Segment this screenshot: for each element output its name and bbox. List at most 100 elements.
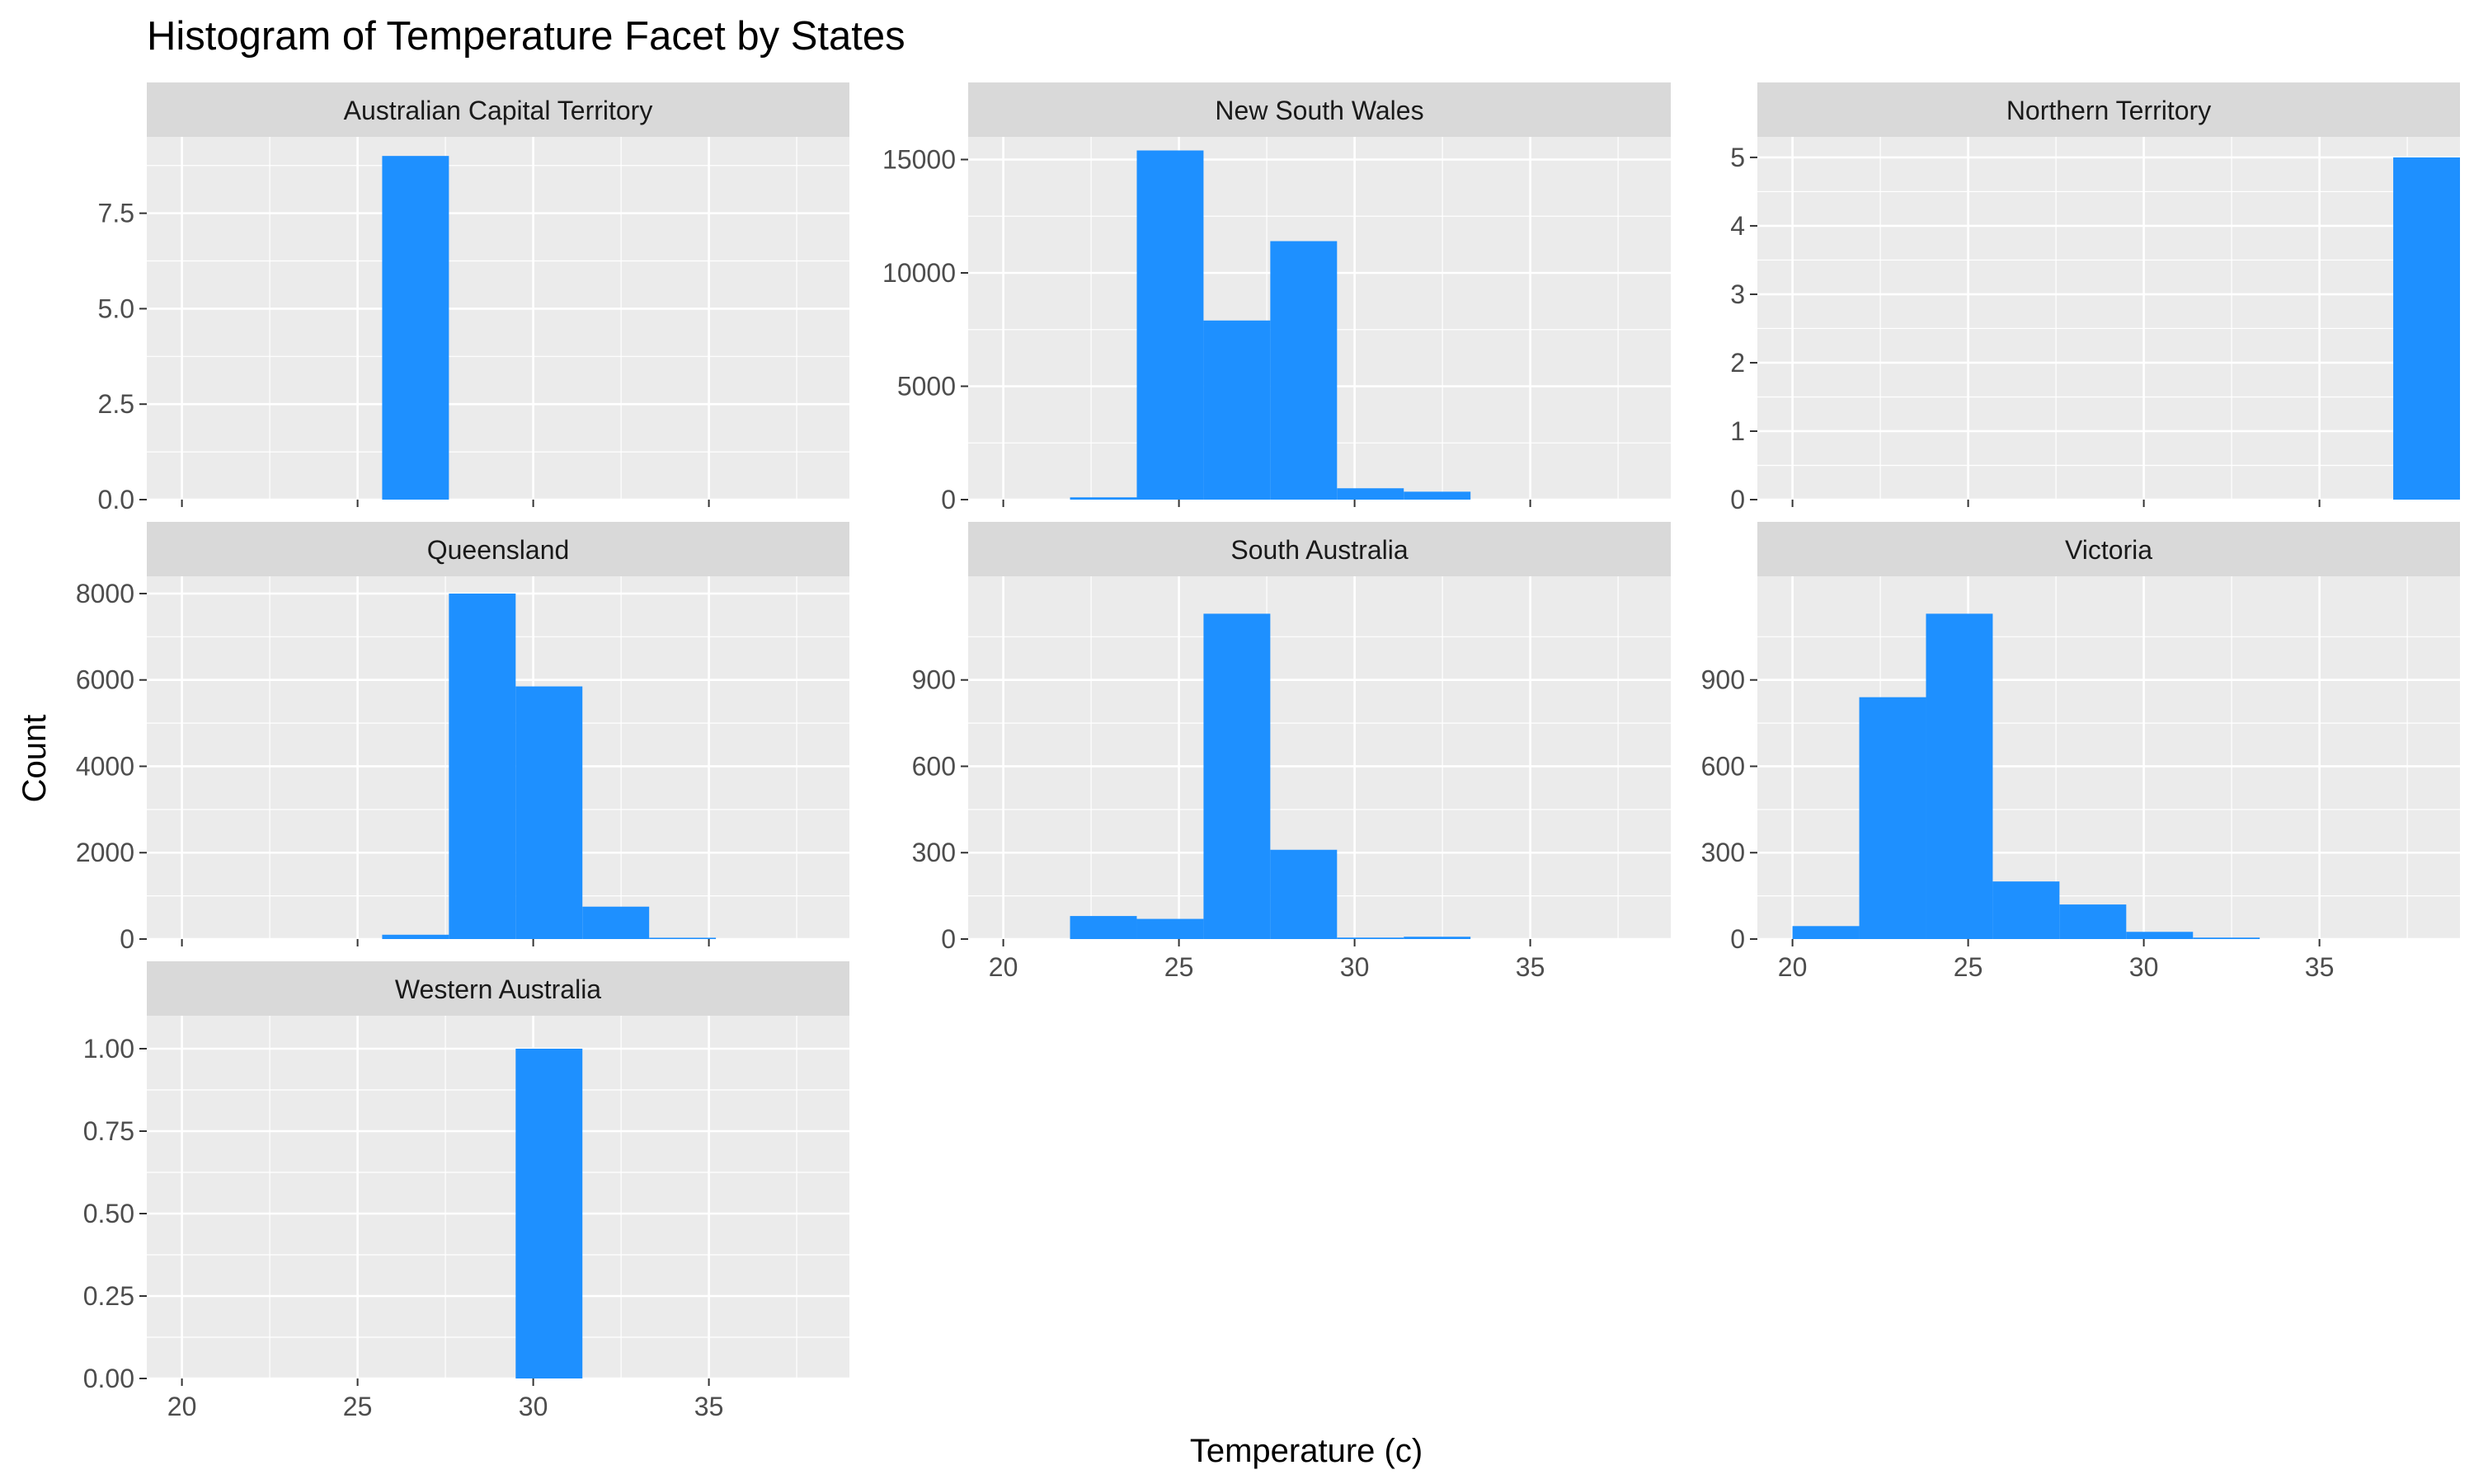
y-tick-label: 5000 (897, 372, 956, 402)
histogram-bar (649, 937, 717, 939)
y-tick-label: 2 (1730, 348, 1745, 378)
x-tick-label: 30 (519, 1392, 548, 1421)
histogram-bar (1203, 320, 1271, 500)
histogram-bar (1270, 241, 1338, 500)
y-tick-label: 0.50 (83, 1199, 134, 1228)
facet-strip (1757, 522, 2460, 576)
histogram-bar (1070, 916, 1137, 939)
y-tick-label: 900 (912, 665, 956, 695)
facet-strip (147, 522, 849, 576)
y-tick-label: 600 (912, 751, 956, 781)
x-tick-label: 35 (694, 1392, 724, 1421)
x-tick-label: 30 (1340, 952, 1370, 982)
histogram-bar (1136, 150, 1204, 500)
histogram-bar (1337, 937, 1404, 939)
histogram-bar (1136, 918, 1204, 939)
y-tick-label: 1 (1730, 416, 1745, 446)
y-tick-label: 1.00 (83, 1034, 134, 1064)
histogram-bar (2393, 157, 2460, 500)
facet-south-australia: South Australia 0 300 600 900 20 25 30 35 (912, 522, 1671, 982)
y-tick-label: 4 (1730, 211, 1745, 241)
x-tick-label: 25 (343, 1392, 373, 1421)
y-tick-label: 4000 (76, 751, 134, 781)
facet-strip-label: Western Australia (395, 974, 601, 1004)
facet-western-australia: Western Australia 0.00 0.25 0.50 0.75 1.00 20 2… (83, 961, 849, 1421)
y-tick-label: 5 (1730, 143, 1745, 172)
x-tick-label: 20 (989, 952, 1018, 982)
y-tick-label: 3 (1730, 279, 1745, 309)
histogram-bar (2059, 904, 2127, 939)
facet-new-south-wales: New South Wales 0 5000 10000 15000 (882, 82, 1671, 514)
y-tick-label: 10000 (882, 258, 956, 288)
facet-panels: Australian Capital Territory 0.0 2.5 5.0 7.5… (76, 82, 2460, 1421)
histogram-bar (1404, 937, 1471, 939)
x-tick-label: 20 (1778, 952, 1808, 982)
facet-strip-label: Queensland (427, 535, 570, 565)
histogram-bar (2193, 937, 2260, 939)
histogram-bar (449, 593, 516, 939)
y-tick-label: 5.0 (98, 294, 134, 323)
facet-strip (968, 82, 1671, 137)
y-tick-label: 300 (1701, 838, 1745, 867)
y-tick-label: 0 (1730, 485, 1745, 514)
histogram-bar (1859, 697, 1926, 939)
facet-panel (1757, 137, 2460, 500)
histogram-bar (515, 686, 583, 939)
x-tick-label: 20 (167, 1392, 197, 1421)
y-tick-label: 0.75 (83, 1116, 134, 1146)
y-tick-label: 0.25 (83, 1281, 134, 1311)
x-tick-label: 35 (2305, 952, 2335, 982)
histogram-bar (382, 934, 449, 939)
x-tick-label: 35 (1516, 952, 1545, 982)
y-tick-label: 0 (120, 924, 134, 954)
y-tick-label: 2000 (76, 838, 134, 867)
y-tick-label: 900 (1701, 665, 1745, 695)
facet-queensland: Queensland 0 2000 4000 6000 8000 (76, 522, 849, 954)
x-axis-title: Temperature (c) (1190, 1433, 1423, 1469)
histogram-bar (1926, 613, 1993, 939)
y-tick-label: 0 (941, 485, 956, 514)
histogram-bar (1203, 613, 1271, 939)
histogram-bar (1792, 926, 1860, 939)
facet-strip-label: New South Wales (1215, 96, 1423, 125)
chart-title: Histogram of Temperature Facet by States (147, 14, 905, 59)
facet-strip-label: Australian Capital Territory (344, 96, 653, 125)
facet-strip-label: Victoria (2065, 535, 2152, 565)
y-tick-label: 6000 (76, 665, 134, 695)
y-tick-label: 600 (1701, 751, 1745, 781)
facet-strip (1757, 82, 2460, 137)
y-tick-label: 7.5 (98, 199, 134, 228)
x-tick-label: 25 (1164, 952, 1194, 982)
facet-panel (147, 137, 849, 500)
histogram-bar (1337, 488, 1404, 500)
facet-australian-capital-territory: Australian Capital Territory 0.0 2.5 5.0 7.5 (98, 82, 849, 514)
y-tick-label: 0.00 (83, 1364, 134, 1393)
y-tick-label: 8000 (76, 579, 134, 608)
facet-strip (968, 522, 1671, 576)
y-tick-label: 15000 (882, 145, 956, 175)
histogram-bar (1070, 497, 1137, 500)
histogram-bar (1992, 881, 2060, 939)
y-tick-label: 2.5 (98, 389, 134, 419)
histogram-bar (2126, 932, 2194, 939)
facet-panel (147, 1016, 849, 1378)
histogram-bar (1270, 849, 1338, 939)
histogram-bar (1404, 491, 1471, 500)
y-tick-label: 0.0 (98, 485, 134, 514)
facet-strip (147, 82, 849, 137)
y-axis-title: Count (16, 715, 53, 803)
histogram-bar (382, 156, 449, 500)
y-tick-label: 0 (1730, 924, 1745, 954)
facet-strip-label: South Australia (1230, 535, 1408, 565)
histogram-bar (582, 906, 650, 939)
y-tick-label: 0 (941, 924, 956, 954)
facet-strip (147, 961, 849, 1016)
x-tick-label: 30 (2129, 952, 2159, 982)
facet-victoria: Victoria 0 300 600 900 20 25 30 35 (1701, 522, 2460, 982)
x-tick-label: 25 (1954, 952, 1983, 982)
y-tick-label: 300 (912, 838, 956, 867)
facet-northern-territory: Northern Territory 0 1 2 3 4 5 (1730, 82, 2460, 514)
histogram-bar (515, 1049, 583, 1378)
facet-strip-label: Northern Territory (2006, 96, 2211, 125)
